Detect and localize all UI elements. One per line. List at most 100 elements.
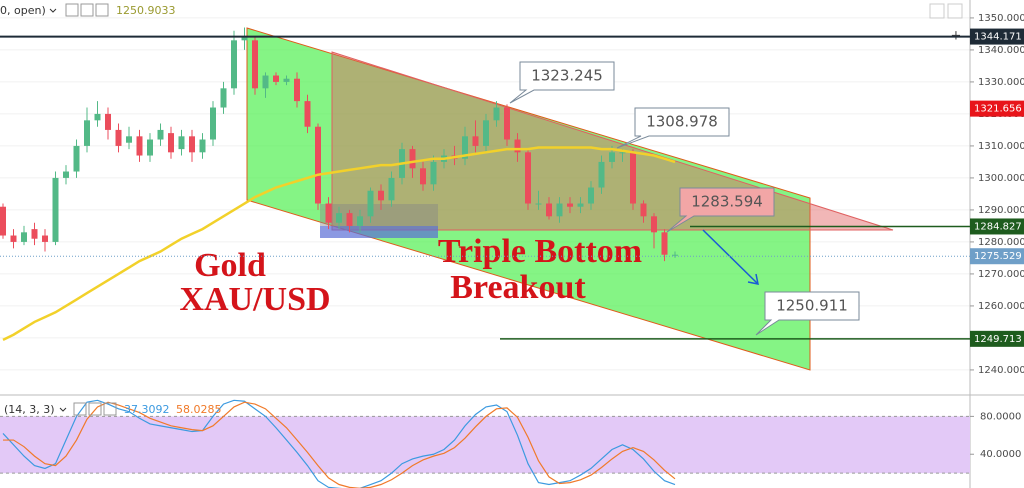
y-tick-label: 1300.000 bbox=[978, 173, 1024, 184]
candle-body bbox=[63, 171, 69, 178]
candle-body bbox=[462, 136, 468, 159]
candle-body bbox=[346, 213, 353, 226]
callout-box bbox=[509, 61, 615, 104]
candle-body bbox=[609, 152, 615, 162]
d-readout: 58.0285 bbox=[176, 403, 222, 416]
candle-body bbox=[157, 129, 164, 140]
candle-body bbox=[651, 216, 657, 233]
candle-body bbox=[367, 190, 374, 217]
annotation: Gold bbox=[194, 247, 266, 284]
y-tick-label: 40.0000 bbox=[980, 449, 1021, 460]
candle-body bbox=[31, 229, 38, 239]
candle-body bbox=[231, 40, 237, 89]
candle-body bbox=[630, 152, 636, 204]
candle-body bbox=[42, 235, 48, 242]
icon[interactable] bbox=[73, 402, 87, 416]
arrow-head bbox=[747, 273, 759, 285]
y-tick-label: 1330.000 bbox=[978, 77, 1024, 88]
y-tick-label: 1240.000 bbox=[978, 365, 1024, 376]
candle-body bbox=[493, 107, 500, 121]
candle-body bbox=[147, 139, 153, 156]
icon[interactable] bbox=[947, 3, 963, 19]
osc-line bbox=[3, 401, 676, 488]
candle-body bbox=[304, 101, 311, 127]
candle-body bbox=[21, 232, 27, 242]
candle-body bbox=[252, 40, 258, 89]
box-blue bbox=[320, 226, 438, 238]
candle-body bbox=[115, 129, 122, 146]
y-tick-label: 1290.000 bbox=[978, 205, 1024, 216]
callout-label: 1250.911 bbox=[776, 297, 848, 315]
oscillator: 80.0000 40.0000 bbox=[0, 399, 1021, 488]
candle-body bbox=[378, 190, 384, 201]
candle-body bbox=[525, 152, 531, 204]
candle-body bbox=[10, 235, 17, 242]
icon[interactable] bbox=[95, 3, 109, 17]
icon[interactable] bbox=[103, 402, 117, 416]
y-tick-label: 1260.000 bbox=[978, 301, 1024, 312]
candle-body bbox=[189, 136, 195, 153]
price-label-box bbox=[970, 218, 1024, 235]
y-tick-label: 1350.000 bbox=[978, 13, 1024, 24]
y-tick-label: 1280.000 bbox=[978, 237, 1024, 248]
candle-body bbox=[483, 120, 489, 146]
candle-body bbox=[357, 216, 363, 226]
candle-body bbox=[210, 107, 216, 140]
candle-body bbox=[126, 136, 132, 143]
candle-body bbox=[241, 37, 248, 41]
candle-body bbox=[220, 88, 227, 108]
candle-body bbox=[283, 78, 290, 82]
candle-body bbox=[514, 139, 521, 153]
candles bbox=[0, 27, 678, 341]
price-label-box bbox=[970, 248, 1024, 265]
candle-body bbox=[294, 78, 300, 102]
candle-body bbox=[84, 120, 90, 146]
osc-line bbox=[2, 399, 676, 488]
candle-body bbox=[105, 113, 111, 130]
k-readout: 37.3092 bbox=[124, 403, 170, 416]
candle-body bbox=[273, 75, 279, 82]
candle-body bbox=[94, 113, 101, 121]
candle-body bbox=[577, 203, 584, 207]
callout-label: 1323.245 bbox=[531, 67, 603, 85]
candle-body bbox=[420, 168, 426, 185]
moving-average bbox=[2, 146, 676, 341]
icon[interactable] bbox=[80, 3, 94, 17]
y-tick-label: 80.0000 bbox=[980, 411, 1021, 422]
arrow bbox=[702, 229, 759, 285]
candle-body bbox=[535, 203, 542, 205]
callout-box bbox=[666, 187, 775, 233]
callouts: 1323.245 1308.978 1283.594 1250.911 bbox=[509, 61, 860, 336]
chevron[interactable] bbox=[49, 8, 57, 13]
icon[interactable] bbox=[929, 3, 945, 19]
candle-body bbox=[472, 136, 479, 146]
candle-body bbox=[325, 203, 332, 223]
annotation: Triple Bottom bbox=[438, 233, 642, 270]
header-price: 1250.9033 bbox=[116, 4, 176, 17]
chevron[interactable] bbox=[59, 407, 67, 412]
candle-body bbox=[556, 203, 563, 217]
candle-body bbox=[640, 203, 647, 217]
y-tick-label: 1340.000 bbox=[978, 45, 1024, 56]
callout-label: 1308.978 bbox=[646, 113, 718, 131]
icon[interactable] bbox=[65, 3, 79, 17]
price-label-box bbox=[970, 100, 1024, 117]
candle-body bbox=[168, 133, 174, 153]
candle-body bbox=[52, 177, 59, 242]
candle-body bbox=[504, 107, 510, 140]
candle-body bbox=[388, 177, 395, 201]
candle-body bbox=[73, 145, 80, 172]
icon[interactable] bbox=[88, 402, 102, 416]
callout-box bbox=[755, 291, 860, 336]
candle-body bbox=[430, 161, 437, 185]
candle-body bbox=[199, 139, 206, 153]
candle-body bbox=[178, 136, 185, 150]
y-tick-label: 1310.000 bbox=[978, 141, 1024, 152]
y-tick-label: 1270.000 bbox=[978, 269, 1024, 280]
annotation: XAU/USD bbox=[179, 281, 330, 318]
price-label: 1344.171 bbox=[974, 32, 1022, 43]
candle-body bbox=[619, 152, 626, 154]
candle-body bbox=[136, 136, 143, 156]
candle-body bbox=[336, 213, 342, 223]
candle-body bbox=[588, 187, 594, 204]
